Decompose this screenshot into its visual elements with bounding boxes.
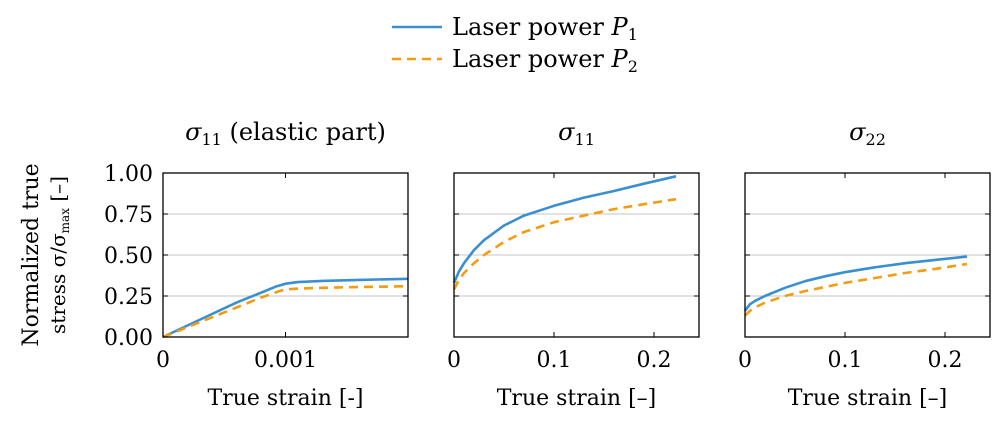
x-tick-label: 0 <box>447 348 461 373</box>
legend-label-2: Laser power P2 <box>452 45 638 76</box>
y-axis-title-line1: Normalized true <box>19 163 44 346</box>
y-axis-label: Normalized true stress σ/σmax [–] <box>19 163 72 346</box>
x-tick-label: 0.2 <box>637 348 672 373</box>
y-axis-title-line2: stress σ/σmax [–] <box>46 176 72 334</box>
x-axis-title: True strain [–] <box>497 386 657 411</box>
panel-title: σ11 <box>558 118 595 149</box>
y-tick-label: 0.75 <box>104 203 153 228</box>
panels: 0 0.001 0.00 0.25 0.50 0.75 1.00 σ11 (elastic p… <box>104 118 991 411</box>
x-tick-label: 0 <box>738 348 752 373</box>
chart-panel-3: 0 0.1 0.2 σ22 True strain [–] <box>738 118 991 411</box>
y-tick-label: 0.25 <box>104 285 153 310</box>
x-tick-label: 0.1 <box>537 348 572 373</box>
chart-panel-1: 0 0.001 0.00 0.25 0.50 0.75 1.00 σ11 (elastic p… <box>104 118 409 411</box>
series-line-p1 <box>743 255 968 312</box>
y-tick-label: 1.00 <box>104 162 153 187</box>
series-line-p1 <box>162 277 409 339</box>
y-tick-label: 0.00 <box>104 326 153 351</box>
x-axis-title: True strain [-] <box>208 386 364 411</box>
panel-title: σ11 (elastic part) <box>185 118 386 149</box>
chart-panel-2: 0 0.1 0.2 σ11 True strain [–] <box>447 118 700 411</box>
x-tick-label: 0 <box>156 348 170 373</box>
series-line-p1 <box>452 175 677 284</box>
series-line-p2 <box>744 262 968 317</box>
y-tick-label: 0.50 <box>104 244 153 269</box>
x-tick-label: 0.2 <box>928 348 963 373</box>
panel-title: σ22 <box>849 118 886 149</box>
x-tick-label: 0.1 <box>828 348 863 373</box>
x-axis-title: True strain [–] <box>788 386 948 411</box>
y-axis-title: Normalized true stress σ/σmax [–] <box>19 163 72 346</box>
legend-label-1: Laser power P1 <box>452 13 638 44</box>
series-line-p2 <box>452 197 677 290</box>
legend-box <box>382 8 634 82</box>
x-tick-label: 0.001 <box>254 348 317 373</box>
series-line-p2 <box>162 284 409 339</box>
